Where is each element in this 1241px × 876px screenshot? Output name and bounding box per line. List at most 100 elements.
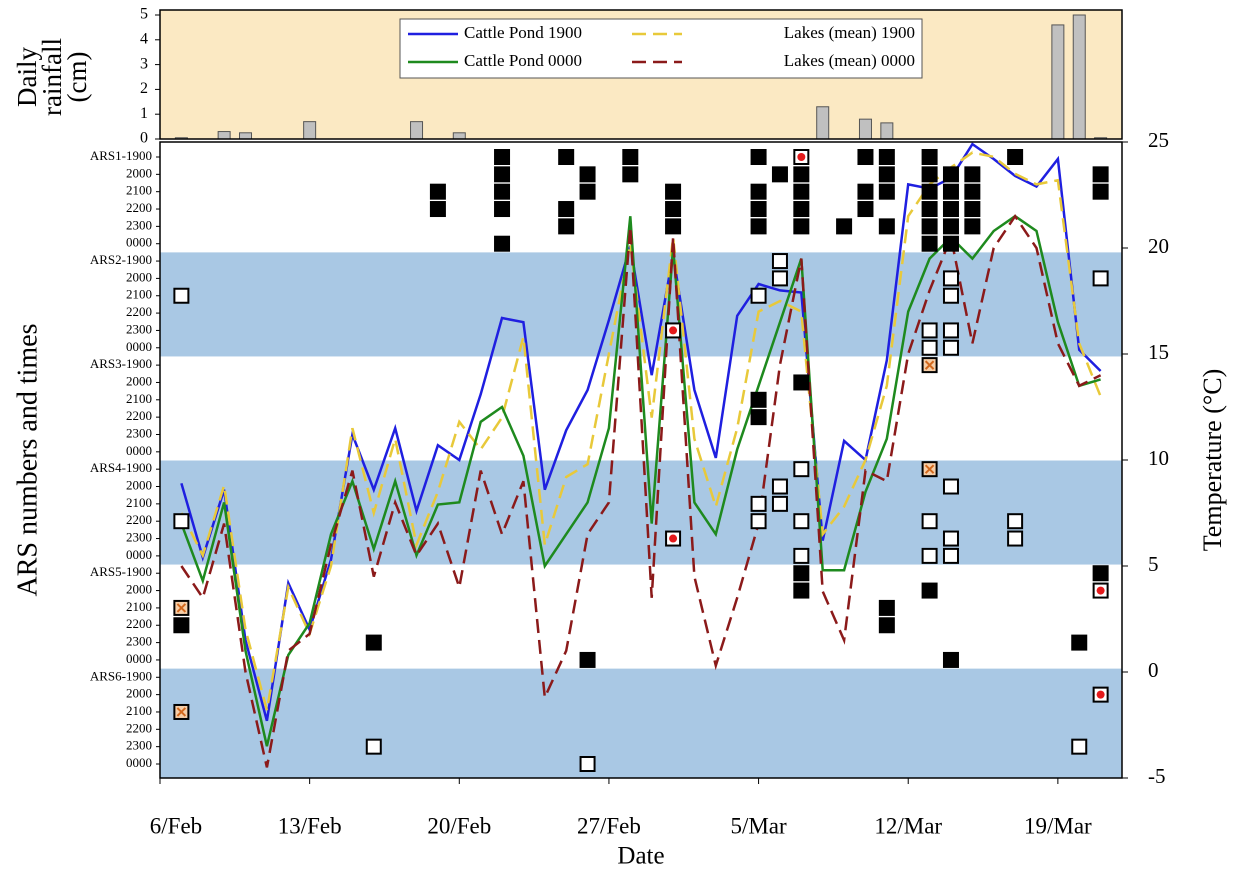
y-tick-label: 5 [140, 6, 148, 23]
marker-box [665, 218, 682, 235]
marker-box [921, 322, 938, 339]
y-tick-label: 2000 [126, 582, 152, 597]
marker-box [579, 183, 596, 200]
y-axis-label: Daily [12, 47, 42, 107]
marker-box [836, 218, 853, 235]
marker-box [750, 218, 767, 235]
y2-tick-label: 25 [1148, 128, 1169, 152]
marker-box [878, 183, 895, 200]
y-tick-label: 0 [140, 130, 148, 147]
marker-dot [669, 326, 678, 335]
y-tick-label: 2100 [126, 599, 152, 614]
marker [793, 149, 810, 165]
marker [750, 218, 767, 235]
marker [1071, 738, 1088, 755]
marker [750, 409, 767, 426]
marker [771, 166, 788, 183]
y-tick-label: 2100 [126, 183, 152, 198]
y-tick-label: 0000 [126, 651, 152, 666]
marker [942, 530, 959, 547]
marker-box [921, 513, 938, 530]
marker [921, 166, 938, 183]
y-tick-label: 2300 [126, 425, 152, 440]
marker-box [921, 201, 938, 218]
marker-box [942, 478, 959, 495]
marker [878, 599, 895, 616]
marker-cross [176, 603, 187, 613]
marker-cross [924, 464, 935, 474]
marker [942, 547, 959, 564]
y-tick-label: 2100 [126, 703, 152, 718]
marker [793, 183, 810, 200]
marker-box [771, 253, 788, 270]
marker [665, 218, 682, 235]
marker-box [429, 183, 446, 200]
marker-box [921, 218, 938, 235]
marker [878, 166, 895, 183]
marker [1092, 183, 1109, 200]
marker [1092, 582, 1109, 599]
marker [750, 513, 767, 530]
marker-box [942, 201, 959, 218]
y-tick-label: ARS1-1900 [90, 148, 152, 163]
y-axis-label: rainfall [37, 38, 67, 116]
marker [793, 201, 810, 218]
marker [793, 547, 810, 564]
marker [921, 461, 938, 478]
marker [1092, 270, 1109, 287]
marker-box [1007, 513, 1024, 530]
marker [771, 495, 788, 512]
y-tick-label: 2200 [126, 408, 152, 423]
y2-tick-label: -5 [1148, 764, 1166, 788]
marker [921, 201, 938, 218]
marker [1092, 565, 1109, 582]
marker [771, 270, 788, 287]
marker-box [1071, 738, 1088, 755]
marker [793, 565, 810, 582]
marker [964, 166, 981, 183]
marker [942, 218, 959, 235]
bar [858, 118, 872, 140]
y-tick-label: 0000 [126, 339, 152, 354]
marker [836, 218, 853, 235]
marker [878, 218, 895, 235]
marker-box [1007, 149, 1024, 165]
marker-box [494, 149, 511, 165]
marker-box [750, 409, 767, 426]
y2-tick-label: 0 [1148, 658, 1159, 682]
marker [665, 530, 682, 547]
legend-label: Lakes (mean) 0000 [784, 51, 915, 70]
marker-dot [1096, 690, 1105, 699]
y2-tick-label: 15 [1148, 340, 1169, 364]
marker [793, 218, 810, 235]
marker-box [558, 218, 575, 235]
marker-box [579, 651, 596, 668]
marker [878, 617, 895, 634]
marker-box [665, 183, 682, 200]
y-tick-label: 0000 [126, 235, 152, 250]
marker [579, 651, 596, 668]
y-tick-label: 2100 [126, 391, 152, 406]
marker [750, 149, 767, 165]
marker [921, 339, 938, 356]
y-tick-label: 2200 [126, 616, 152, 631]
marker-box [494, 166, 511, 183]
marker-box [942, 235, 959, 252]
marker-box [750, 287, 767, 304]
marker-box [793, 183, 810, 200]
marker-box [1071, 634, 1088, 651]
marker [665, 322, 682, 339]
band [160, 460, 1122, 565]
marker-box [793, 565, 810, 582]
marker [494, 166, 511, 183]
marker-box [942, 270, 959, 287]
marker [622, 149, 639, 165]
marker [173, 599, 190, 616]
y-tick-label: 4 [140, 30, 148, 47]
marker-box [173, 287, 190, 304]
marker-box [793, 201, 810, 218]
marker-box [558, 201, 575, 218]
y-tick-label: ARS6-1900 [90, 668, 152, 683]
marker [771, 478, 788, 495]
